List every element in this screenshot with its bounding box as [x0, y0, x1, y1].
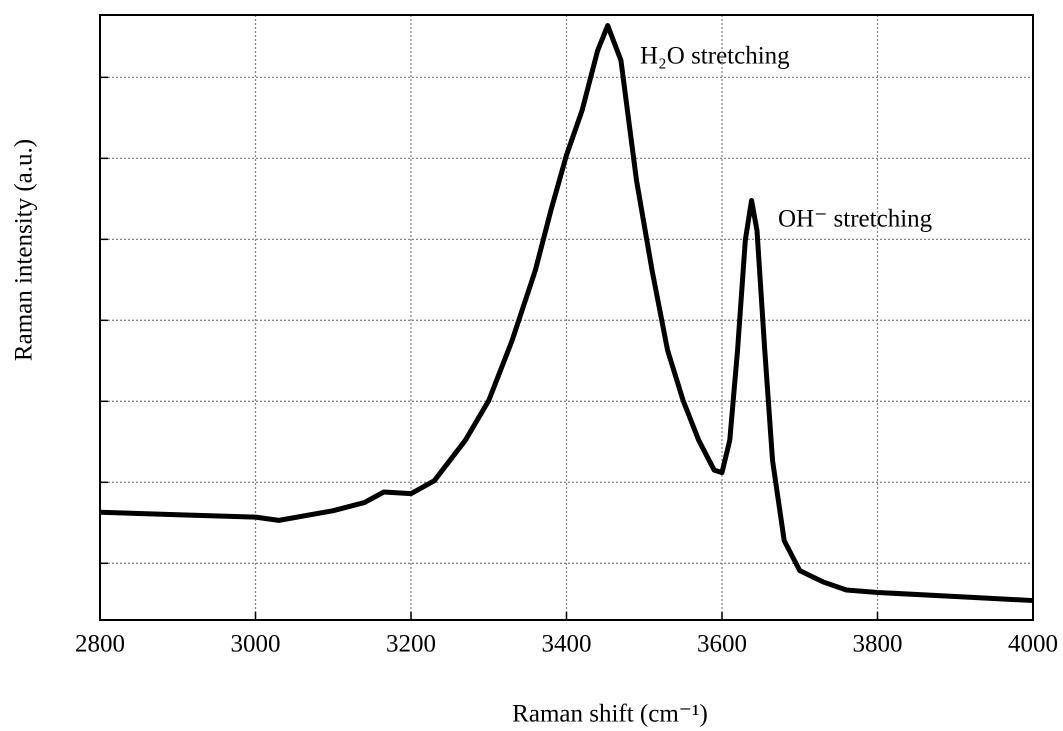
data-line — [99, 23, 1034, 604]
x-tick-label: 3000 — [231, 631, 281, 658]
annotation: H₂O stretching — [640, 43, 790, 70]
annotation: OH⁻ stretching — [778, 206, 933, 233]
x-axis-label: Raman shift (cm⁻¹) — [512, 701, 708, 728]
x-tick-label: 3600 — [697, 631, 747, 658]
x-tick-label: 3200 — [386, 631, 436, 658]
x-tick-label: 3400 — [542, 631, 592, 658]
x-tick-label: 2800 — [75, 631, 125, 658]
y-axis-label: Raman intensity (a.u.) — [11, 139, 38, 361]
x-tick-label: 4000 — [1008, 631, 1058, 658]
plot-frame — [99, 14, 1034, 621]
x-tick-label: 3800 — [853, 631, 903, 658]
